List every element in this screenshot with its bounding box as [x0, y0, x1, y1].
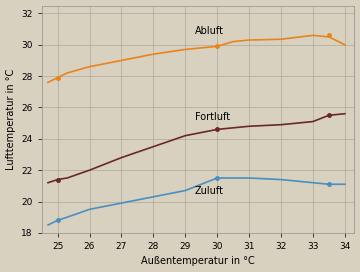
Y-axis label: Lufttemperatur in °C: Lufttemperatur in °C [5, 69, 15, 170]
X-axis label: Außentemperatur in °C: Außentemperatur in °C [141, 256, 255, 267]
Text: Zuluft: Zuluft [195, 186, 224, 196]
Text: Abluft: Abluft [195, 26, 224, 36]
Text: Fortluft: Fortluft [195, 112, 230, 122]
